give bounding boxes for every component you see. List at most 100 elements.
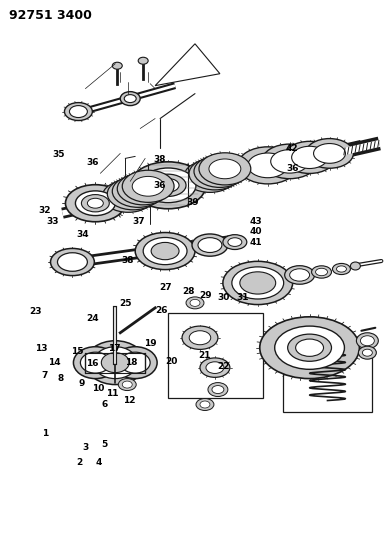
Ellipse shape [57, 253, 87, 271]
Ellipse shape [232, 267, 284, 299]
Bar [168, 313, 263, 398]
Ellipse shape [120, 352, 150, 373]
Ellipse shape [271, 150, 309, 173]
Ellipse shape [140, 168, 196, 203]
Text: 25: 25 [119, 299, 132, 308]
Text: 5: 5 [101, 440, 107, 449]
Text: 13: 13 [35, 344, 47, 353]
Ellipse shape [132, 176, 164, 196]
Ellipse shape [360, 336, 374, 346]
Text: 37: 37 [132, 217, 145, 226]
Ellipse shape [275, 326, 345, 369]
Text: 12: 12 [123, 396, 136, 405]
Ellipse shape [50, 248, 94, 276]
Text: 38: 38 [121, 256, 134, 264]
Text: 22: 22 [217, 362, 229, 371]
Text: 27: 27 [159, 283, 172, 292]
Ellipse shape [200, 358, 230, 377]
Ellipse shape [112, 175, 164, 207]
Text: 10: 10 [92, 384, 105, 393]
Ellipse shape [93, 346, 137, 378]
Text: 18: 18 [125, 358, 137, 367]
Text: 30: 30 [217, 293, 229, 302]
Ellipse shape [248, 153, 288, 177]
Ellipse shape [157, 179, 179, 192]
Ellipse shape [130, 162, 206, 209]
Ellipse shape [350, 262, 360, 270]
Ellipse shape [122, 170, 174, 203]
Ellipse shape [124, 95, 136, 102]
Ellipse shape [199, 164, 231, 184]
Text: 39: 39 [186, 198, 199, 207]
Text: 1: 1 [42, 429, 48, 438]
Text: 8: 8 [57, 374, 63, 383]
Ellipse shape [138, 57, 148, 64]
Ellipse shape [358, 346, 376, 359]
Ellipse shape [112, 187, 144, 206]
Ellipse shape [204, 161, 236, 181]
Text: 14: 14 [48, 358, 61, 367]
Ellipse shape [223, 261, 293, 304]
Ellipse shape [69, 106, 87, 118]
Ellipse shape [238, 147, 298, 184]
Text: 35: 35 [52, 150, 64, 159]
Ellipse shape [196, 399, 214, 410]
Ellipse shape [81, 195, 109, 212]
Ellipse shape [117, 184, 149, 204]
Ellipse shape [182, 326, 218, 350]
Text: 6: 6 [101, 400, 107, 409]
Text: 43: 43 [249, 217, 262, 226]
Ellipse shape [223, 235, 247, 249]
Ellipse shape [189, 331, 211, 345]
Ellipse shape [311, 266, 331, 278]
Ellipse shape [190, 300, 200, 306]
Text: 32: 32 [38, 206, 51, 215]
Text: 16: 16 [87, 359, 99, 368]
Ellipse shape [194, 155, 246, 188]
Ellipse shape [333, 263, 350, 274]
Text: 26: 26 [156, 305, 168, 314]
Ellipse shape [151, 243, 179, 260]
Ellipse shape [65, 185, 125, 222]
Text: 36: 36 [87, 158, 99, 167]
Ellipse shape [313, 143, 345, 163]
Text: 20: 20 [165, 357, 177, 366]
Ellipse shape [296, 339, 323, 357]
Text: 42: 42 [286, 144, 298, 153]
Text: 4: 4 [95, 458, 102, 467]
Ellipse shape [209, 159, 241, 179]
Ellipse shape [362, 349, 372, 356]
Ellipse shape [85, 341, 145, 385]
Ellipse shape [192, 234, 228, 256]
Ellipse shape [288, 334, 331, 361]
Ellipse shape [120, 92, 140, 106]
Text: 33: 33 [46, 217, 59, 226]
Ellipse shape [87, 198, 103, 208]
Text: 19: 19 [144, 339, 157, 348]
Ellipse shape [150, 174, 186, 197]
Text: 40: 40 [249, 228, 262, 237]
Ellipse shape [306, 139, 353, 168]
Ellipse shape [316, 268, 328, 276]
Ellipse shape [75, 191, 115, 215]
Ellipse shape [64, 102, 92, 120]
Ellipse shape [290, 269, 310, 281]
Ellipse shape [200, 401, 210, 408]
Text: 28: 28 [182, 287, 195, 296]
Ellipse shape [336, 266, 346, 272]
Ellipse shape [194, 166, 226, 186]
Ellipse shape [284, 141, 335, 173]
Text: 34: 34 [77, 230, 89, 239]
Text: 24: 24 [87, 314, 99, 323]
Text: 17: 17 [107, 344, 120, 353]
Ellipse shape [143, 238, 187, 265]
Ellipse shape [262, 144, 318, 179]
Ellipse shape [184, 160, 236, 192]
Ellipse shape [357, 333, 378, 349]
Ellipse shape [122, 381, 132, 388]
Ellipse shape [74, 346, 117, 378]
Ellipse shape [112, 62, 122, 69]
Text: 2: 2 [76, 458, 82, 467]
Ellipse shape [228, 238, 242, 246]
Ellipse shape [80, 352, 110, 373]
